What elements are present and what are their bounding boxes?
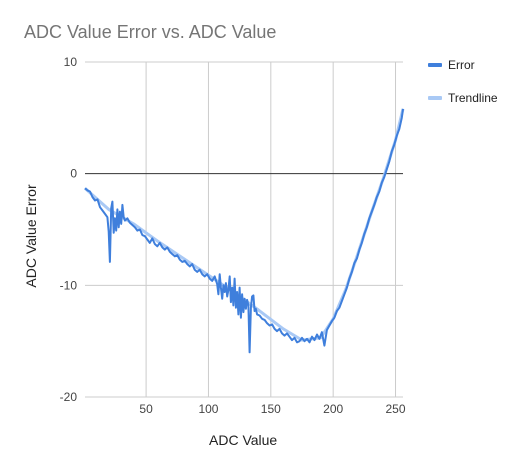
chart-title: ADC Value Error vs. ADC Value <box>24 22 277 42</box>
x-tick-labels: 50 100 150 200 250 <box>139 402 405 416</box>
legend-item-error[interactable]: Error <box>428 54 498 75</box>
legend-swatch-trendline <box>428 95 442 100</box>
y-tick-label: -20 <box>60 390 78 404</box>
y-tick-label: -10 <box>60 278 78 292</box>
series-lines <box>83 108 405 354</box>
y-tick-label: 10 <box>64 55 78 69</box>
legend-label-trendline: Trendline <box>448 90 498 105</box>
x-tick-label: 50 <box>139 402 153 416</box>
grid-lines <box>85 61 403 398</box>
x-tick-label: 100 <box>198 402 218 416</box>
x-tick-label: 250 <box>386 402 406 416</box>
legend-swatch-error <box>428 62 442 67</box>
x-axis-title: ADC Value <box>209 432 278 448</box>
y-axis-title: ADC Value Error <box>23 184 39 288</box>
legend: Error Trendline <box>428 54 498 120</box>
error-series-line <box>84 108 404 354</box>
x-tick-label: 150 <box>261 402 281 416</box>
legend-label-error: Error <box>448 57 475 72</box>
legend-item-trendline[interactable]: Trendline <box>428 87 498 108</box>
y-tick-labels: 10 0 -10 -20 <box>60 55 78 404</box>
x-tick-label: 200 <box>323 402 343 416</box>
y-tick-label: 0 <box>70 167 77 181</box>
